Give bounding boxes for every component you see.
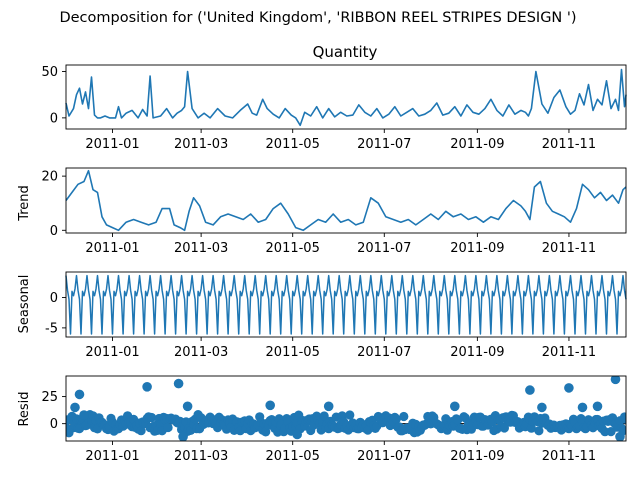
resid-axes-frame (65, 375, 627, 442)
quantity-series-line (65, 68, 627, 127)
quantity-xtick-label: 2011-09 (450, 137, 504, 152)
resid-xtick-label: 2011-03 (174, 449, 228, 464)
quantity-xtick-label: 2011-07 (357, 137, 411, 152)
resid-point (526, 423, 537, 433)
trend-panel: 0 20 2011-01 2011-03 2011-05 2011-07 2011-09 20… (41, 167, 627, 256)
quantity-xtick-label: 2011-03 (174, 137, 228, 152)
seasonal-axes-frame (65, 271, 627, 338)
resid-ytick-label: 25 (41, 390, 58, 405)
trend-xtick-label: 2011-11 (542, 241, 596, 256)
trend-ytick-label: 0 (50, 224, 58, 239)
seasonal-xtick-label: 2011-03 (174, 345, 228, 360)
resid-xtick-label: 2011-01 (85, 449, 139, 464)
resid-point (621, 414, 626, 424)
resid-ytick-label: 0 (50, 417, 58, 432)
resid-point (319, 411, 329, 421)
resid-xtick-label: 2011-09 (450, 449, 504, 464)
figure-suptitle: Decomposition for ('United Kingdom', 'RI… (59, 10, 576, 26)
seasonal-xtick-label: 2011-07 (357, 345, 411, 360)
trend-xtick-label: 2011-05 (266, 241, 320, 256)
resid-point (399, 411, 409, 422)
quantity-xtick-label: 2011-05 (266, 137, 320, 152)
resid-ylabel: Resid (17, 391, 32, 426)
seasonal-xtick-label: 2011-09 (450, 345, 504, 360)
seasonal-ylabel: Seasonal (17, 275, 32, 334)
resid-outlier-point (182, 401, 193, 412)
resid-outlier-point (323, 401, 334, 412)
resid-point (163, 422, 173, 433)
trend-series-line (65, 169, 627, 232)
resid-outlier-point (525, 385, 535, 395)
seasonal-xtick-label: 2011-11 (542, 345, 596, 360)
resid-xtick-label: 2011-05 (266, 449, 320, 464)
trend-xtick-label: 2011-07 (357, 241, 411, 256)
resid-point (147, 412, 157, 423)
seasonal-series-line (65, 274, 627, 335)
trend-ytick-label: 20 (41, 170, 58, 185)
resid-point (499, 423, 509, 433)
resid-outlier-point (610, 376, 621, 385)
trend-xtick-label: 2011-09 (450, 241, 504, 256)
resid-point (136, 426, 146, 436)
trend-xtick-label: 2011-03 (174, 241, 228, 256)
resid-points (66, 376, 626, 441)
quantity-ytick-label: 0 (50, 111, 58, 126)
quantity-xtick-label: 2011-11 (542, 137, 596, 152)
trend-xtick-label: 2011-01 (85, 241, 139, 256)
seasonal-ytick-label: 0 (50, 291, 58, 306)
seasonal-panel: -5 0 2011-01 2011-03 2011-05 2011-07 2011-09 20… (45, 271, 627, 360)
quantity-ytick-label: 50 (41, 65, 58, 80)
resid-panel: 0 25 2011-01 2011-03 2011-05 2011-07 2011-09 20… (41, 375, 627, 464)
resid-outlier-point (265, 400, 276, 411)
resid-outlier-point (79, 410, 89, 420)
resid-outlier-point (592, 401, 603, 412)
resid-outlier-point (577, 402, 588, 413)
quantity-xtick-label: 2011-01 (85, 137, 139, 152)
resid-outlier-point (173, 378, 184, 389)
seasonal-xtick-label: 2011-01 (85, 345, 139, 360)
resid-xtick-label: 2011-07 (357, 449, 411, 464)
quantity-panel: 0 50 2011-01 2011-03 2011-05 2011-07 2011-09 20… (41, 64, 627, 152)
resid-outlier-point (564, 383, 574, 393)
seasonal-ytick-label: -5 (45, 321, 58, 336)
resid-point (534, 426, 544, 436)
quantity-panel-title: Quantity (313, 43, 378, 61)
resid-xtick-label: 2011-11 (542, 449, 596, 464)
resid-outlier-point (178, 431, 188, 441)
trend-ylabel: Trend (17, 185, 32, 222)
resid-outlier-point (537, 402, 547, 413)
resid-outlier-point (74, 389, 85, 400)
quantity-axes-frame (65, 64, 627, 130)
resid-outlier-point (292, 429, 303, 440)
resid-outlier-point (450, 401, 460, 412)
resid-point (391, 414, 401, 424)
seasonal-xtick-label: 2011-05 (266, 345, 320, 360)
trend-axes-frame (65, 167, 627, 234)
resid-outlier-point (615, 431, 625, 441)
resid-outlier-point (70, 402, 80, 413)
resid-point (345, 410, 355, 420)
resid-outlier-point (142, 382, 152, 392)
